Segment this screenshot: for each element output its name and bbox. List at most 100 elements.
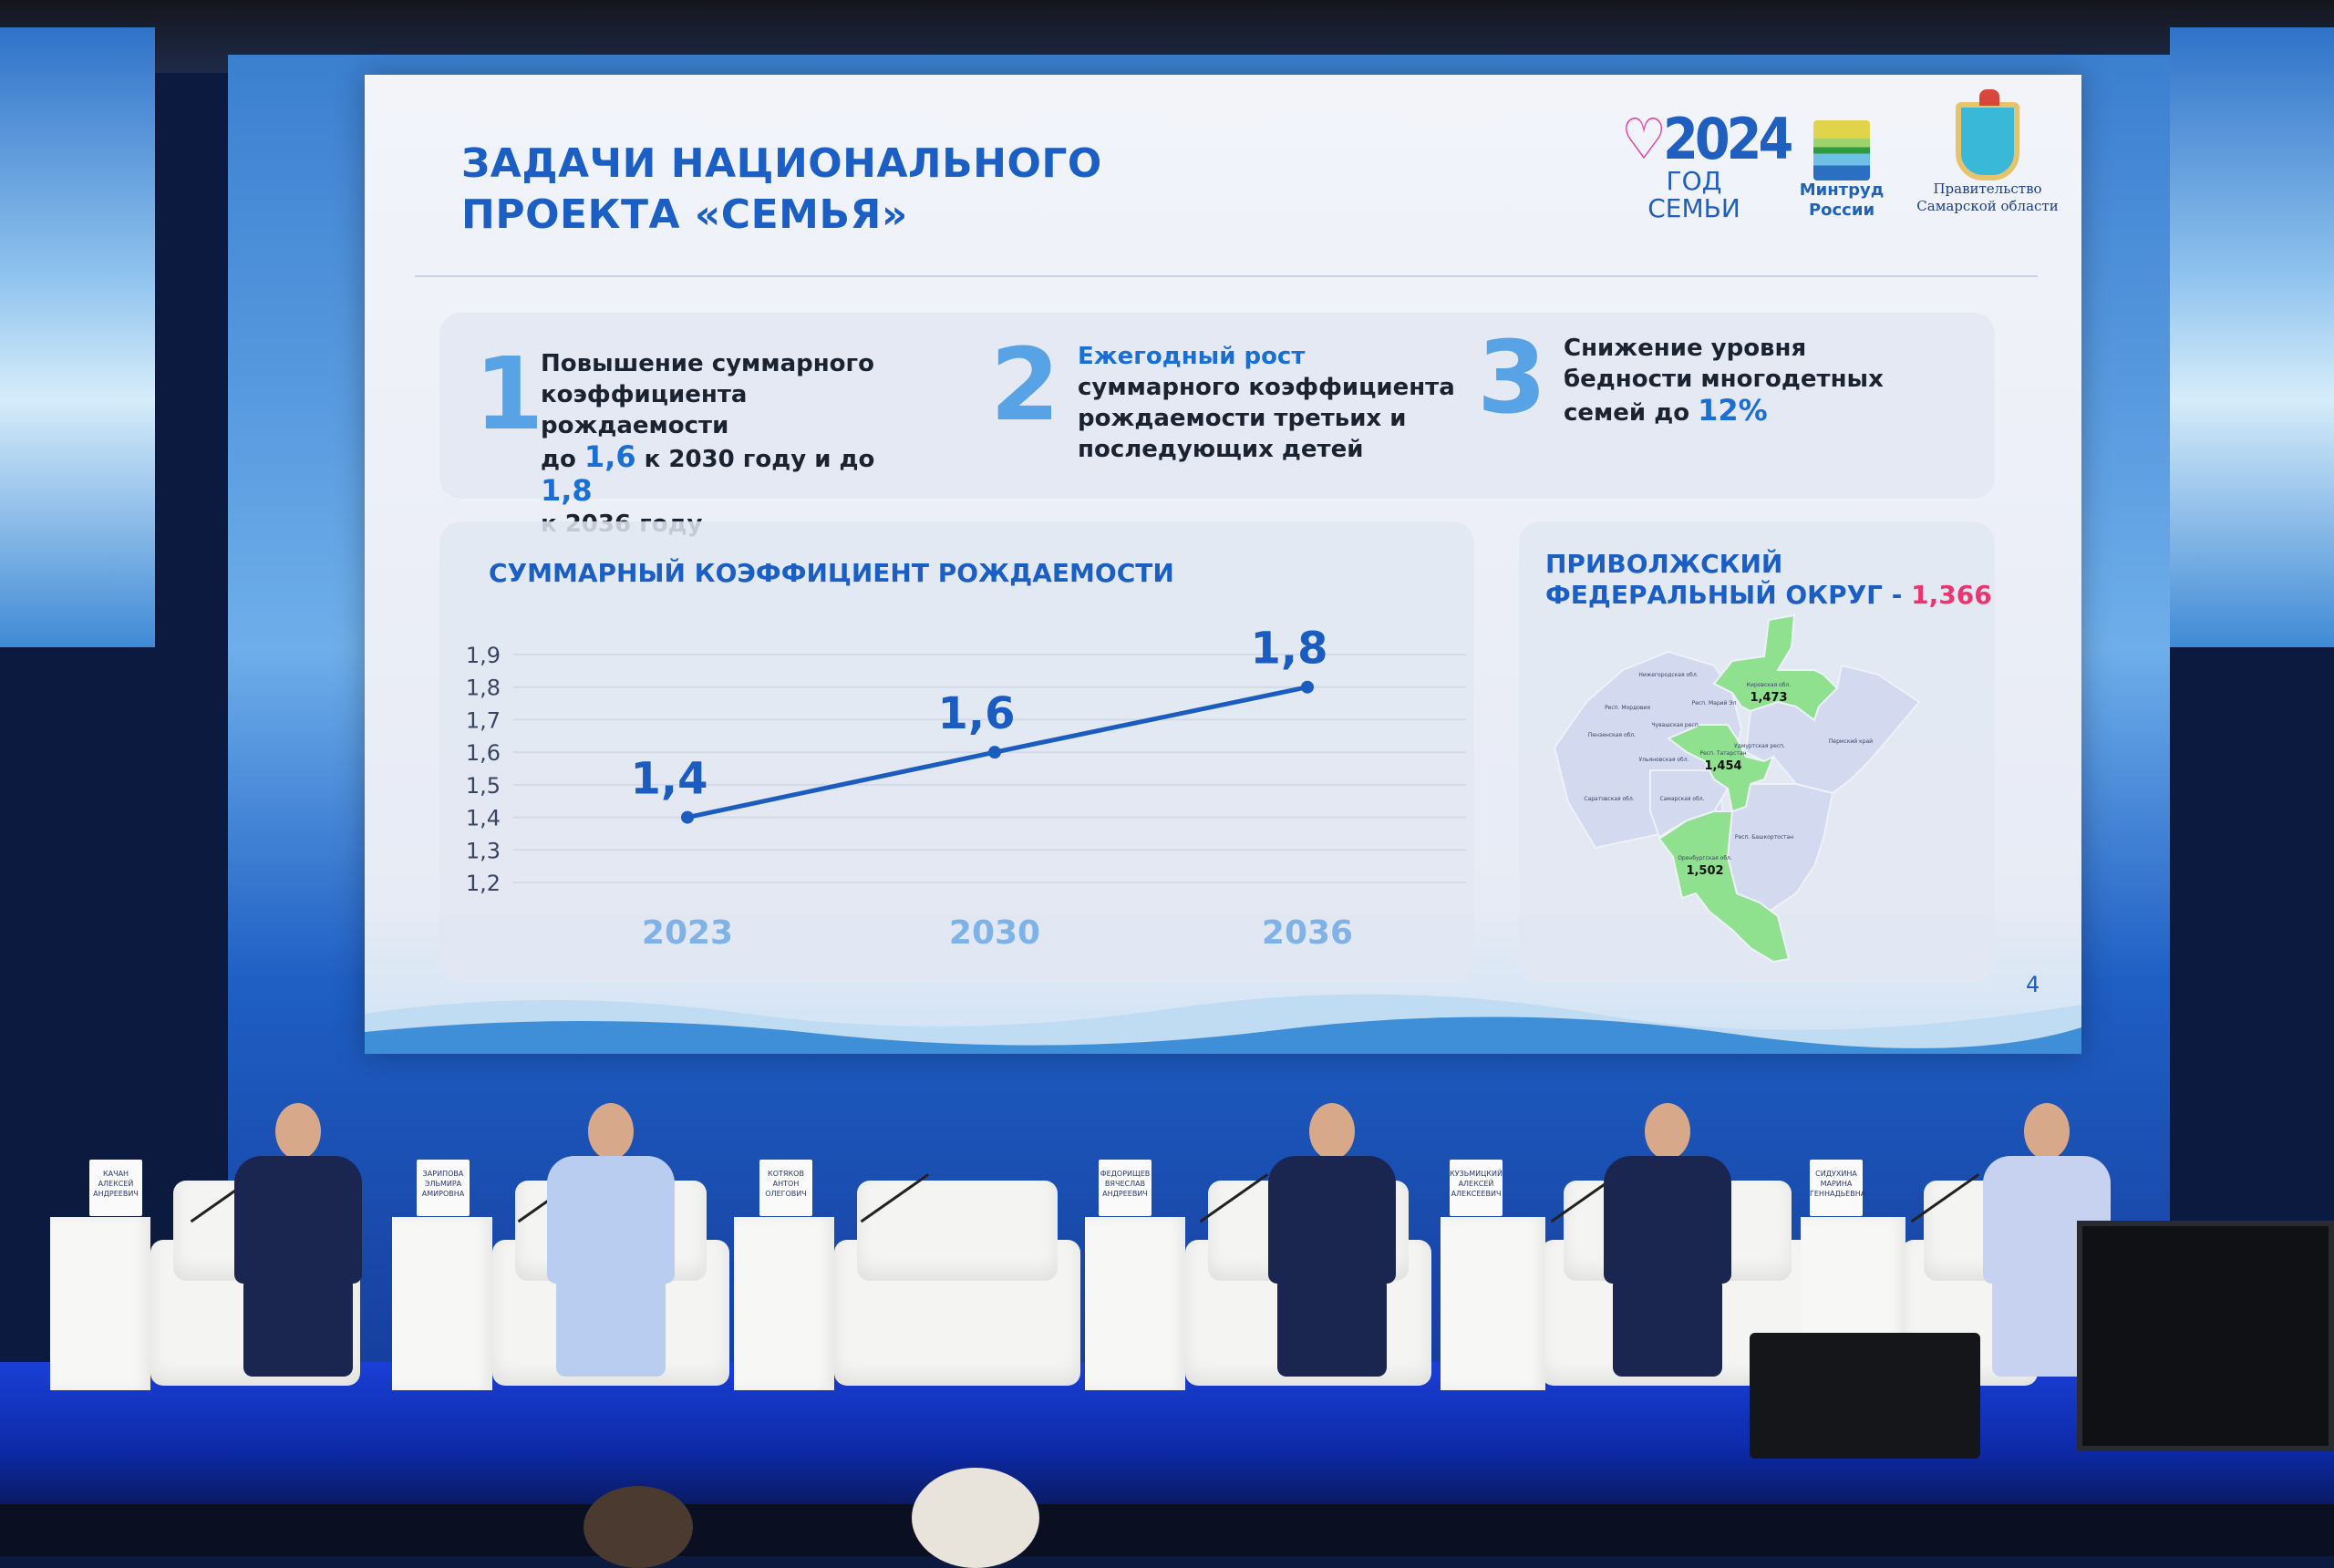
y-tick-label: 1,6 <box>466 740 501 766</box>
side-table <box>1441 1217 1545 1390</box>
district-value: 1,366 <box>1911 580 1992 610</box>
nameplate-text: ВЯЧЕСЛАВ <box>1104 1180 1146 1188</box>
person-legs <box>556 1276 666 1377</box>
samara-government-logo: Правительство Самарской области <box>1915 89 2060 215</box>
region-label: Ульяновская обл. <box>1639 757 1689 763</box>
nameplate-text: АЛЕКСЕЙ <box>1458 1180 1494 1188</box>
logo-text: Самарской области <box>1916 198 2059 214</box>
region-label: Респ. Башкортостан <box>1735 834 1793 841</box>
person-head <box>1309 1103 1355 1160</box>
region-value: 1,502 <box>1686 864 1723 878</box>
stage-speaker <box>1750 1333 1980 1459</box>
nameplate-text: СИДУХИНА <box>1815 1170 1857 1178</box>
nameplate-text: МАРИНА <box>1820 1180 1853 1188</box>
heart-icon: ♡ <box>1621 106 1667 172</box>
person-torso <box>547 1156 675 1284</box>
nameplate-text: ФЕДОРИЩЕВ <box>1100 1170 1151 1178</box>
nameplate-text: ГЕННАДЬЕВНА <box>1810 1190 1866 1198</box>
nameplate-text: АМИРОВНА <box>421 1190 465 1198</box>
nameplate-text: ЭЛЬМИРА <box>424 1180 462 1188</box>
y-tick-label: 1,5 <box>466 773 501 799</box>
nameplate-text: АНДРЕЕВИЧ <box>93 1190 139 1198</box>
task-2: Ежегодный рост суммарного коэффициента р… <box>1078 341 1488 465</box>
tasks-card <box>439 313 1995 499</box>
logo-text: Минтруд <box>1799 181 1885 200</box>
task-value: 12% <box>1698 393 1768 428</box>
task-number: 3 <box>1477 319 1547 436</box>
region-value: 1,454 <box>1704 759 1741 773</box>
region-label: Пермский край <box>1829 738 1873 745</box>
task-value: 1,8 <box>541 473 593 508</box>
nameplate: КУЗЬМИЦКИЙ АЛЕКСЕЙ АЛЕКСЕЕВИЧ <box>1450 1160 1503 1216</box>
x-tick-label: 2030 <box>949 914 1040 952</box>
region-label: Респ. Татарстан <box>1699 750 1746 757</box>
nameplate: КОТЯКОВ АНТОН ОЛЕГОВИЧ <box>759 1160 812 1216</box>
y-tick-label: 1,8 <box>466 676 501 701</box>
divider <box>415 275 2038 277</box>
data-point <box>681 810 694 824</box>
task-number: 1 <box>474 335 544 452</box>
logo-caption: ГОД СЕМЬИ <box>1647 166 1740 223</box>
data-point <box>1301 680 1314 694</box>
data-label: 1,6 <box>937 688 1015 739</box>
person-torso <box>1268 1156 1396 1284</box>
person-legs <box>1277 1276 1387 1377</box>
person-head <box>2024 1103 2070 1160</box>
map-title: ПРИВОЛЖСКИЙ ФЕДЕРАЛЬНЫЙ ОКРУГ - 1,366 <box>1545 549 1992 611</box>
region-label: Респ. Марий Эл <box>1692 700 1737 707</box>
page-number: 4 <box>2026 972 2040 997</box>
confidence-monitor <box>2077 1221 2334 1451</box>
task-text: бедности многодетных <box>1564 366 1884 393</box>
y-tick-label: 1,9 <box>466 643 501 668</box>
region-label: Самарская обл. <box>1659 796 1704 802</box>
y-tick-label: 1,4 <box>466 806 501 831</box>
kirov-region <box>1712 614 1839 722</box>
audience-head <box>584 1486 693 1568</box>
led-panel-left <box>0 27 155 647</box>
task-value: 1,6 <box>584 439 636 474</box>
region-label: Чувашская респ. <box>1651 722 1699 728</box>
task-text: Снижение уровня <box>1564 335 1807 362</box>
person-legs <box>1613 1276 1722 1377</box>
person-torso <box>234 1156 362 1284</box>
y-tick-label: 1,3 <box>466 838 501 863</box>
region-label: Удмуртская респ. <box>1734 743 1785 749</box>
side-table <box>50 1217 150 1390</box>
data-point <box>988 746 1001 759</box>
logo-text: Правительство <box>1933 181 2042 197</box>
map-title-line: ПРИВОЛЖСКИЙ <box>1545 549 1783 579</box>
task-text: Повышение суммарного <box>541 350 874 377</box>
wave-decoration <box>365 994 2081 1054</box>
person-legs <box>243 1276 353 1377</box>
task-text: семей до <box>1564 399 1699 427</box>
task-text: коэффициента рождаемости <box>541 381 748 439</box>
nameplate-text: КАЧАН <box>102 1170 129 1178</box>
line-chart: 1,9 1,8 1,7 1,6 1,5 1,4 1,3 1,2 1,4 2023 1,6 2030 1,… <box>466 624 1466 952</box>
nameplate-text: КУЗЬМИЦКИЙ <box>1450 1170 1503 1178</box>
nameplate: ЗАРИПОВА ЭЛЬМИРА АМИРОВНА <box>417 1160 470 1216</box>
title-line: ПРОЕКТА «СЕМЬЯ» <box>461 191 908 238</box>
person-torso <box>1604 1156 1731 1284</box>
led-panel-right <box>2170 27 2334 647</box>
region-label: Оренбургская обл. <box>1678 855 1732 861</box>
side-table <box>1085 1217 1185 1390</box>
data-label: 1,8 <box>1250 624 1327 675</box>
task-lead: Ежегодный рост <box>1078 343 1306 370</box>
region-label: Пензенская обл. <box>1588 732 1636 738</box>
logo-text: России <box>1808 201 1875 220</box>
x-tick-label: 2036 <box>1262 914 1353 952</box>
armchair-back <box>857 1181 1058 1281</box>
nameplate: СИДУХИНА МАРИНА ГЕННАДЬЕВНА <box>1810 1160 1866 1216</box>
side-table <box>734 1217 834 1390</box>
year-of-family-logo: ♡2024 ГОД СЕМЬИ <box>1621 111 1793 223</box>
nameplate-text: КОТЯКОВ <box>768 1170 804 1178</box>
task-3: Снижение уровня бедности многодетных сем… <box>1564 333 1947 428</box>
task-text: рождаемости третьих и <box>1078 405 1407 432</box>
nameplate-text: АНТОН <box>772 1180 800 1188</box>
region-label: Кировская обл. <box>1747 682 1791 688</box>
region-value: 1,473 <box>1750 691 1787 705</box>
task-text: к 2030 году и до <box>635 446 875 473</box>
presentation-slide: ЗАДАЧИ НАЦИОНАЛЬНОГО ПРОЕКТА «СЕМЬЯ» ♡20… <box>365 75 2081 1054</box>
x-tick-label: 2023 <box>642 914 733 952</box>
nameplate-text: АЛЕКСЕЕВИЧ <box>1451 1190 1502 1198</box>
